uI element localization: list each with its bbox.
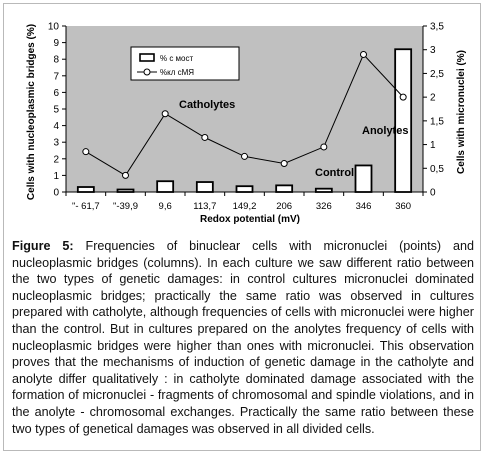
- line-point: [360, 50, 367, 58]
- caption-label: Figure 5:: [12, 239, 74, 253]
- line-point: [161, 110, 169, 118]
- x-tick-label: 360: [395, 201, 411, 212]
- x-tick-label: "-39,9: [113, 201, 138, 212]
- y-axis-label-left: Cells with nucleoplasmic bridges (%): [26, 24, 37, 200]
- left-tick-label: 8: [53, 55, 59, 66]
- legend-bar-swatch: [139, 53, 155, 62]
- bar: [76, 186, 95, 193]
- line-series: [82, 50, 407, 179]
- right-axis: 0 0,5 1 1,5 2 2,5 3 3,5: [422, 22, 444, 199]
- chart: 0 1 2 3 4 5 6 7 8 9 10 0 0,5 1 1,5 2 2,5 3 3,5 "- 61,7 "-3…: [26, 22, 467, 226]
- annotation-control: Control: [315, 167, 354, 179]
- bar: [394, 48, 413, 193]
- x-axis-label: Redox potential (mV): [200, 214, 300, 225]
- legend-line-marker: [143, 68, 151, 76]
- x-tick-label: 346: [356, 201, 372, 212]
- left-tick-label: 7: [53, 71, 59, 82]
- left-tick-label: 10: [48, 22, 60, 33]
- legend-bar-label: % с мост: [160, 54, 194, 63]
- left-axis: 0 1 2 3 4 5 6 7 8 9 10: [48, 22, 67, 199]
- line-point: [399, 93, 407, 101]
- x-tick-label: 9,6: [159, 201, 172, 212]
- x-tick-labels: "- 61,7 "-39,9 9,6 113,7 149,2 206 326 346 360: [65, 191, 424, 212]
- line-point: [122, 171, 129, 179]
- left-tick-label: 6: [53, 88, 59, 99]
- line-point: [241, 152, 248, 160]
- annotation-anolytes: Anolytes: [362, 125, 408, 137]
- right-tick-label: 2,5: [430, 69, 444, 80]
- legend: % с мост %кл сМЯ: [130, 46, 240, 81]
- right-tick-label: 1: [430, 140, 436, 151]
- annotation-catholytes: Catholytes: [179, 99, 235, 111]
- bar: [156, 180, 175, 193]
- bar: [235, 185, 254, 193]
- right-tick-label: 3,5: [430, 22, 444, 33]
- x-tick-label: "- 61,7: [72, 201, 100, 212]
- left-tick-label: 3: [53, 138, 59, 149]
- caption-text: Frequencies of binuclear cells with micr…: [12, 239, 474, 436]
- x-tick-label: 149,2: [233, 201, 257, 212]
- left-tick-label: 4: [53, 121, 59, 132]
- bar-series: [76, 48, 413, 193]
- legend-line-label: %кл сМЯ: [160, 68, 194, 77]
- bar: [354, 164, 373, 193]
- line-point: [82, 148, 90, 156]
- bar: [195, 181, 214, 193]
- y-axis-label-right: Cells with micronuclei (%): [456, 50, 467, 174]
- left-tick-label: 5: [53, 105, 59, 116]
- x-tick-label: 326: [316, 201, 332, 212]
- left-tick-label: 2: [53, 154, 59, 165]
- bar: [275, 184, 294, 193]
- line-point: [280, 160, 288, 168]
- x-tick-label: 113,7: [193, 201, 216, 212]
- x-tick-label: 206: [276, 201, 292, 212]
- figure-caption: Figure 5: Frequencies of binuclear cells…: [12, 238, 474, 437]
- line-point: [201, 133, 209, 141]
- left-tick-label: 0: [53, 188, 59, 199]
- right-tick-label: 0,5: [430, 164, 444, 175]
- right-tick-label: 1,5: [430, 116, 444, 127]
- left-tick-label: 1: [53, 171, 59, 182]
- right-tick-label: 0: [430, 188, 436, 199]
- left-tick-label: 9: [53, 38, 59, 49]
- right-tick-label: 2: [430, 93, 436, 104]
- right-tick-label: 3: [430, 45, 436, 56]
- line-point: [320, 143, 328, 151]
